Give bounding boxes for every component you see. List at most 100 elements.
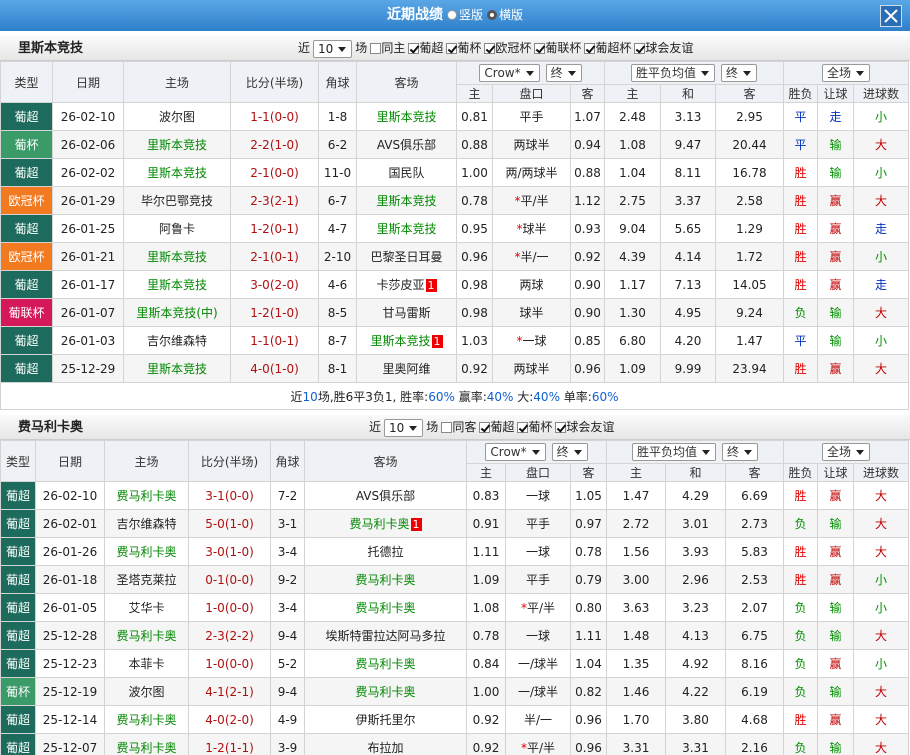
- handicap: 半/一: [505, 705, 571, 734]
- half-score: (2-0): [224, 712, 254, 727]
- team-name: 阿鲁卡: [158, 222, 195, 236]
- odds-select[interactable]: Crow*: [479, 64, 540, 82]
- checkbox[interactable]: [634, 43, 646, 54]
- away-team: AVS俱乐部: [304, 481, 467, 510]
- euro-odds: 6.19: [725, 677, 785, 706]
- checkbox[interactable]: [446, 43, 458, 54]
- team-name: 甘马雷斯: [382, 306, 431, 320]
- odds-select[interactable]: 胜平负均值: [631, 64, 716, 82]
- team-name: 里斯本竞技: [146, 278, 207, 292]
- team-name: 国民队: [388, 166, 425, 180]
- column-header: 日期: [35, 440, 105, 482]
- home-team: 费马利卡奥: [104, 481, 189, 510]
- match-date: 26-01-25: [52, 214, 124, 243]
- option-label[interactable]: 竖版: [458, 8, 483, 22]
- checkbox[interactable]: [441, 422, 453, 433]
- euro-odds: 2.95: [715, 102, 785, 131]
- outcome-cover: 赢: [817, 270, 855, 299]
- handicap: 两球半: [492, 354, 571, 383]
- checkbox-label[interactable]: 同主: [381, 41, 406, 55]
- home-odds: 0.78: [466, 621, 506, 650]
- odds-select[interactable]: Crow*: [485, 443, 546, 461]
- radio[interactable]: [487, 10, 497, 20]
- euro-odds: 1.72: [715, 242, 785, 271]
- odds-select[interactable]: 全场: [822, 443, 871, 461]
- outcome-cover: 输: [817, 621, 855, 650]
- checkbox[interactable]: [408, 43, 420, 54]
- count-select[interactable]: 10: [384, 418, 424, 437]
- radio[interactable]: [446, 10, 457, 20]
- handicap-line: 球半: [519, 306, 544, 320]
- euro-odds: 3.93: [665, 537, 727, 566]
- team-name: 艾华卡: [128, 601, 165, 615]
- odds-select[interactable]: 胜平负均值: [632, 443, 717, 461]
- odds-select[interactable]: 终: [721, 64, 758, 82]
- score: 4-0(1-0): [230, 354, 319, 383]
- full-score: 0-1: [205, 572, 225, 587]
- away-odds: 1.07: [569, 102, 606, 131]
- handicap: 两/两球半: [492, 158, 571, 187]
- half-score: (1-0): [269, 305, 299, 320]
- column-header: 日期: [52, 61, 124, 103]
- subcolumn-header: 让球: [817, 463, 855, 482]
- outcome-goals: 大: [853, 733, 910, 755]
- away-odds: 0.90: [569, 270, 606, 299]
- home-odds: 0.98: [456, 270, 493, 299]
- match-type: 葡杯: [0, 677, 36, 706]
- odds-select[interactable]: 终: [551, 443, 588, 461]
- odds-select[interactable]: 全场: [822, 64, 871, 82]
- match-row: 葡超 26-01-05 艾华卡 1-0(0-0) 3-4 费马利卡奥 1.08 *平/半 0.8…: [0, 593, 910, 622]
- checkbox[interactable]: [370, 43, 382, 54]
- handicap-line: 半/一: [523, 713, 553, 727]
- score: 1-2(0-1): [230, 214, 319, 243]
- count-select[interactable]: 10: [313, 39, 353, 58]
- checkbox[interactable]: [584, 43, 596, 54]
- odds-group-header: Crow* 终: [455, 61, 606, 85]
- checkbox[interactable]: [479, 422, 491, 433]
- checkbox-label[interactable]: 葡杯: [457, 41, 482, 55]
- match-type: 葡超: [0, 733, 36, 755]
- euro-odds: 6.75: [725, 621, 785, 650]
- checkbox[interactable]: [484, 43, 496, 54]
- odds-select[interactable]: 终: [545, 64, 582, 82]
- outcome-result: 胜: [783, 537, 819, 566]
- full-score: 1-2: [250, 305, 270, 320]
- match-row: 葡超 26-02-01 吉尔维森特 5-0(1-0) 3-1 费马利卡奥 1 0.91 平手 0.…: [0, 509, 910, 538]
- match-type: 葡超: [0, 565, 36, 594]
- match-date: 26-01-07: [52, 298, 124, 327]
- checkbox-label[interactable]: 球会友谊: [566, 420, 615, 434]
- checkbox-label[interactable]: 同客: [452, 420, 477, 434]
- half-score: (1-1): [224, 740, 254, 755]
- home-odds: 1.08: [466, 593, 506, 622]
- away-odds: 0.79: [569, 565, 608, 594]
- odds-select[interactable]: 终: [722, 443, 759, 461]
- checkbox-label[interactable]: 球会友谊: [645, 41, 694, 55]
- subcolumn-header: 主: [604, 84, 662, 103]
- euro-odds: 4.68: [725, 705, 785, 734]
- match-row: 葡超 26-02-10 费马利卡奥 3-1(0-0) 7-2 AVS俱乐部 0.83 一球 1.…: [0, 481, 910, 510]
- checkbox[interactable]: [555, 422, 567, 433]
- checkbox-label[interactable]: 欧冠杯: [495, 41, 532, 55]
- subcolumn-header: 和: [665, 463, 727, 482]
- match-type: 葡超: [0, 158, 53, 187]
- checkbox-label[interactable]: 葡超: [490, 420, 515, 434]
- outcome-result: 胜: [783, 158, 819, 187]
- checkbox-label[interactable]: 葡超: [419, 41, 444, 55]
- close-button[interactable]: [880, 5, 902, 27]
- checkbox[interactable]: [534, 43, 546, 54]
- checkbox-label[interactable]: 葡超杯: [595, 41, 632, 55]
- outcome-goals: 走: [853, 270, 910, 299]
- full-score: 4-0: [205, 712, 225, 727]
- team-name: 费马利卡奥: [116, 489, 177, 503]
- corners: 9-4: [270, 677, 305, 706]
- option-label[interactable]: 横版: [499, 8, 524, 22]
- half-score: (0-0): [269, 109, 299, 124]
- checkbox-label[interactable]: 葡联杯: [545, 41, 582, 55]
- checkbox-label[interactable]: 葡杯: [528, 420, 553, 434]
- team-name: AVS俱乐部: [376, 138, 437, 152]
- team-section: 费马利卡奥近 10 场同客 葡超 葡杯 球会友谊 类型 日期 主场 比分(半场) 角球 客场 Crow*…: [0, 415, 910, 755]
- checkbox[interactable]: [517, 422, 529, 433]
- column-header: 角球: [270, 440, 305, 482]
- match-type: 葡超: [0, 621, 36, 650]
- team-name: 里斯本竞技: [18, 41, 84, 56]
